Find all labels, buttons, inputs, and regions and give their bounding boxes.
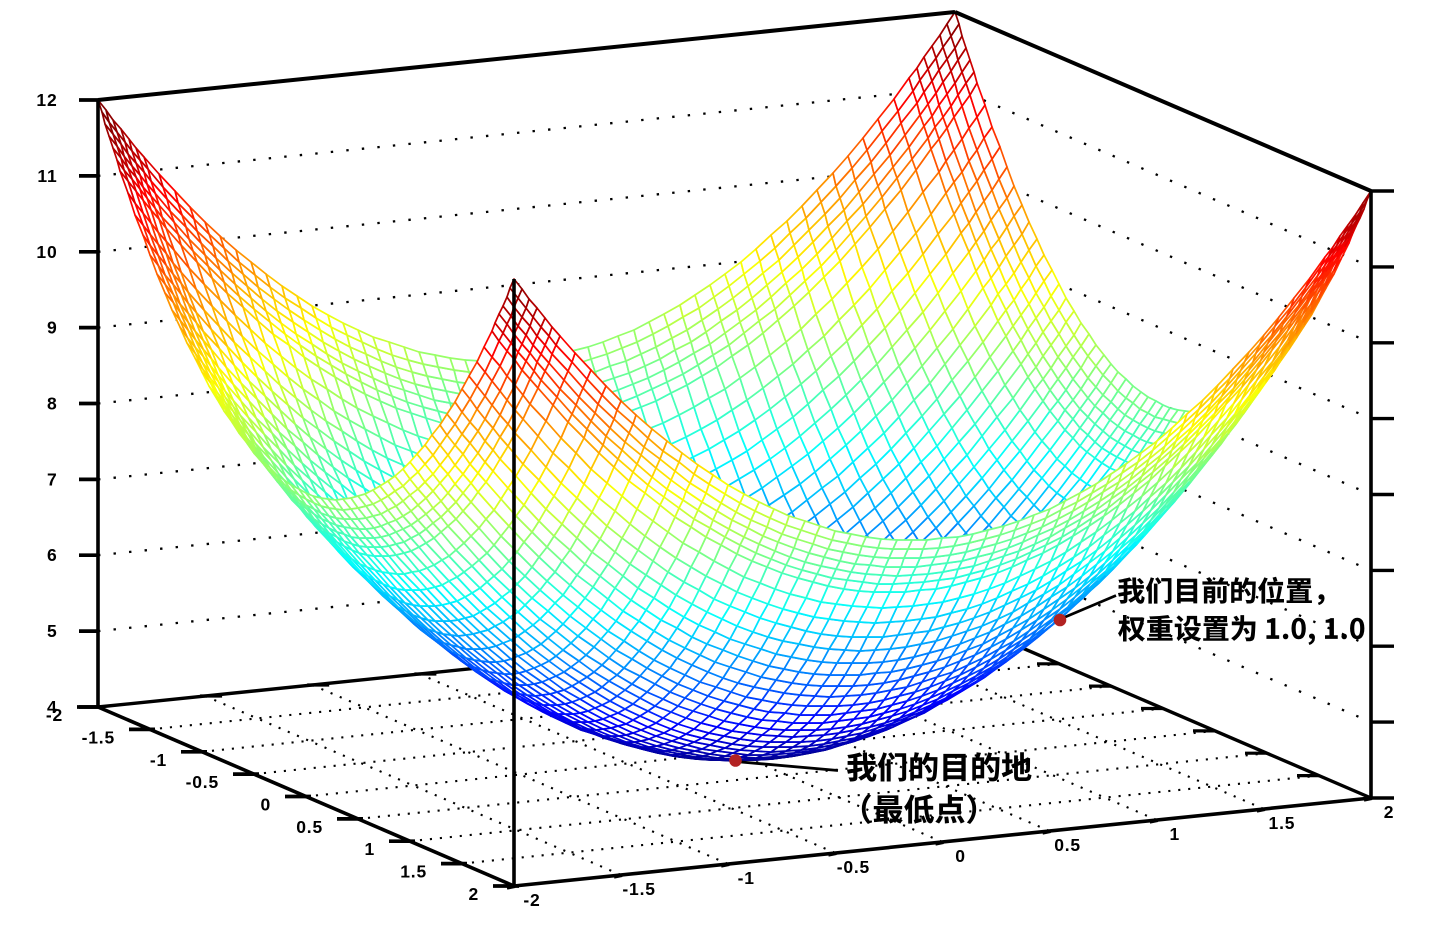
svg-text:0.5: 0.5 [296,817,323,837]
svg-text:-2: -2 [523,890,540,910]
svg-text:0.5: 0.5 [1054,835,1081,855]
svg-text:4: 4 [47,697,58,717]
svg-text:7: 7 [47,469,58,489]
svg-text:-1.5: -1.5 [622,879,655,899]
svg-text:1: 1 [364,839,375,859]
svg-text:2: 2 [468,884,479,904]
svg-text:1.5: 1.5 [400,862,427,882]
svg-text:-0.5: -0.5 [837,857,870,877]
svg-text:0: 0 [955,846,966,866]
svg-text:12: 12 [36,90,57,110]
svg-text:11: 11 [37,166,57,186]
svg-text:8: 8 [47,394,58,414]
svg-text:2: 2 [1384,802,1395,822]
svg-text:-2: -2 [46,705,63,725]
svg-text:-0.5: -0.5 [186,772,219,792]
svg-text:6: 6 [47,545,58,565]
svg-text:-1: -1 [738,868,755,888]
svg-text:10: 10 [36,242,57,262]
svg-text:1: 1 [1170,824,1181,844]
svg-text:-1: -1 [150,750,167,770]
svg-text:-1.5: -1.5 [82,727,115,747]
svg-text:1.5: 1.5 [1269,813,1296,833]
svg-text:0: 0 [260,795,271,815]
svg-text:5: 5 [47,621,58,641]
svg-text:9: 9 [47,318,58,338]
